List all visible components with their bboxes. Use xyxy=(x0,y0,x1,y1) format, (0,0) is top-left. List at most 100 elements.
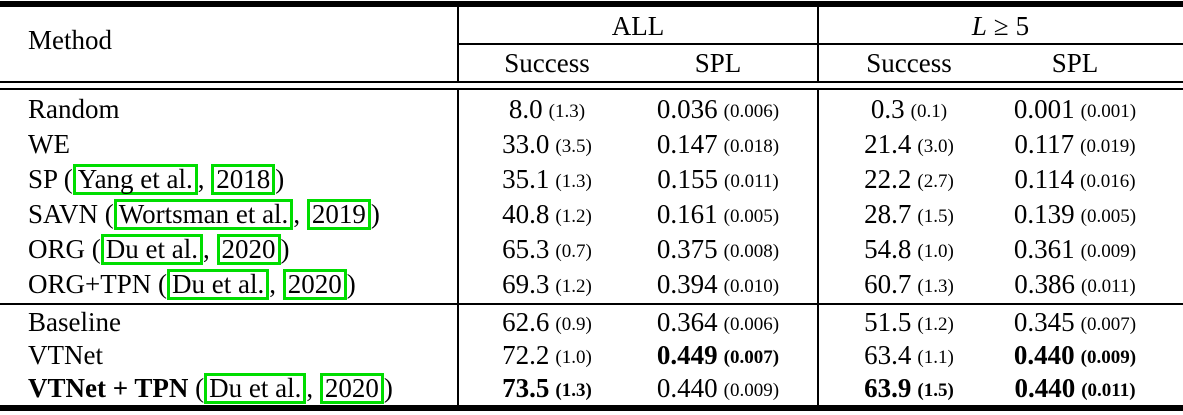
metric-value: 22.2 xyxy=(864,164,912,194)
cell-l5-spl: 0.386 (0.011) xyxy=(1000,271,1150,298)
metric-value: 28.7 xyxy=(864,199,912,229)
column-header-all-success: Success xyxy=(504,47,590,78)
metric-value: 0.345 xyxy=(1013,307,1075,337)
method-cell: VTNet + TPN (Du et al., 2020) xyxy=(0,372,458,405)
header-double-rule-1 xyxy=(0,81,1183,83)
cell-l5-spl: 0.001 (0.001) xyxy=(1000,96,1150,123)
metric-std: (0.010) xyxy=(723,276,780,297)
method-citation: (Yang et al., 2018) xyxy=(57,163,285,196)
method-cell: WE xyxy=(0,131,458,158)
cell-all-success: 72.2 (1.0) xyxy=(458,342,636,369)
metric-value: 0.361 xyxy=(1013,234,1075,264)
table-row: SAVN (Wortsman et al., 2019) 40.8 (1.2) … xyxy=(0,197,1183,232)
cell-l5-success: 63.9 (1.5) xyxy=(818,375,1000,402)
citation-year-link[interactable]: 2019 xyxy=(306,198,371,231)
metric-std: (0.007) xyxy=(1080,314,1137,335)
cell-all-spl: 0.364 (0.006) xyxy=(636,309,800,336)
cell-all-success: 73.5 (1.3) xyxy=(458,375,636,402)
method-cell: ORG+TPN (Du et al., 2020) xyxy=(0,268,458,301)
method-cell: VTNet xyxy=(0,342,458,369)
metric-value: 60.7 xyxy=(864,269,912,299)
metric-value: 0.364 xyxy=(656,307,718,337)
metric-std: (0.7) xyxy=(555,241,592,262)
metric-std: (0.005) xyxy=(1080,206,1137,227)
citation-year-link[interactable]: 2020 xyxy=(319,372,384,405)
metric-value: 0.161 xyxy=(656,199,718,229)
cell-l5-success: 22.2 (2.7) xyxy=(818,166,1000,193)
cell-all-spl: 0.147 (0.018) xyxy=(636,131,800,158)
cell-l5-success: 51.5 (1.2) xyxy=(818,309,1000,336)
method-citation: (Du et al., 2020) xyxy=(188,372,393,405)
math-num-5: 5 xyxy=(1015,11,1030,41)
metric-value: 0.440 xyxy=(1013,340,1075,370)
metric-value: 21.4 xyxy=(864,129,912,159)
math-var-l: L xyxy=(971,11,987,41)
method-name: VTNet + TPN xyxy=(28,372,189,403)
citation-year-link[interactable]: 2020 xyxy=(282,268,347,301)
table-row: SP (Yang et al., 2018) 35.1 (1.3) 0.155 … xyxy=(0,162,1183,197)
citation-authors-link[interactable]: Du et al. xyxy=(167,268,270,301)
cell-l5-success: 0.3 (0.1) xyxy=(818,96,1000,123)
metric-std: (0.011) xyxy=(1081,380,1136,401)
metric-value: 0.394 xyxy=(656,269,718,299)
metric-std: (0.9) xyxy=(555,314,592,335)
citation-authors-link[interactable]: Du et al. xyxy=(204,372,307,405)
cell-l5-success: 63.4 (1.1) xyxy=(818,342,1000,369)
citation-year-link[interactable]: 2018 xyxy=(211,163,276,196)
column-header-method: Method xyxy=(28,24,112,55)
citation-year-link[interactable]: 2020 xyxy=(216,233,281,266)
table-row: ORG+TPN (Du et al., 2020) 69.3 (1.2) 0.3… xyxy=(0,267,1183,302)
metric-std: (1.2) xyxy=(555,206,592,227)
table-row: VTNet + TPN (Du et al., 2020) 73.5 (1.3)… xyxy=(0,372,1183,405)
cell-all-spl: 0.161 (0.005) xyxy=(636,201,800,228)
geq-symbol: ≥ xyxy=(993,11,1009,41)
metric-value: 0.440 xyxy=(1014,373,1076,403)
metric-value: 0.3 xyxy=(870,94,905,124)
metric-std: (1.5) xyxy=(917,380,954,401)
cell-all-success: 65.3 (0.7) xyxy=(458,236,636,263)
citation-authors-link[interactable]: Du et al. xyxy=(100,233,203,266)
metric-value: 40.8 xyxy=(502,199,550,229)
metric-value: 65.3 xyxy=(502,234,550,264)
metric-value: 0.147 xyxy=(656,129,718,159)
metric-std: (1.0) xyxy=(917,241,954,262)
metric-std: (0.019) xyxy=(1080,136,1136,157)
metric-value: 51.5 xyxy=(864,307,912,337)
metric-value: 54.8 xyxy=(864,234,912,264)
metric-std: (3.5) xyxy=(555,136,592,157)
cell-all-spl: 0.449 (0.007) xyxy=(636,342,800,369)
cell-all-spl: 0.375 (0.008) xyxy=(636,236,800,263)
cell-all-spl: 0.440 (0.009) xyxy=(636,375,800,402)
metric-std: (0.009) xyxy=(723,380,780,401)
cell-all-success: 35.1 (1.3) xyxy=(458,166,636,193)
cell-l5-success: 54.8 (1.0) xyxy=(818,236,1000,263)
metric-std: (1.3) xyxy=(555,380,592,401)
metric-value: 62.6 xyxy=(502,307,550,337)
metric-value: 63.4 xyxy=(864,340,912,370)
cell-l5-spl: 0.361 (0.009) xyxy=(1000,236,1150,263)
header-group-rule xyxy=(458,43,1183,45)
metric-value: 33.0 xyxy=(502,129,550,159)
column-header-all-spl: SPL xyxy=(694,47,742,78)
metric-value: 0.449 xyxy=(656,340,718,370)
metric-std: (0.005) xyxy=(723,206,780,227)
vertical-rule-method-all-upper xyxy=(457,7,459,81)
cell-l5-success: 60.7 (1.3) xyxy=(818,271,1000,298)
table-row: WE 33.0 (3.5) 0.147 (0.018) 21.4 (3.0) 0… xyxy=(0,127,1183,162)
metric-std: (0.011) xyxy=(724,171,779,192)
column-group-all: ALL xyxy=(611,11,665,41)
table-row: VTNet 72.2 (1.0) 0.449 (0.007) 63.4 (1.1… xyxy=(0,339,1183,372)
metric-value: 72.2 xyxy=(502,340,550,370)
citation-authors-link[interactable]: Wortsman et al. xyxy=(113,198,294,231)
metric-std: (1.3) xyxy=(917,276,954,297)
cell-all-success: 40.8 (1.2) xyxy=(458,201,636,228)
table-bottom-rule xyxy=(0,405,1183,411)
cell-l5-success: 28.7 (1.5) xyxy=(818,201,1000,228)
cell-l5-success: 21.4 (3.0) xyxy=(818,131,1000,158)
cell-all-success: 69.3 (1.2) xyxy=(458,271,636,298)
metric-value: 0.117 xyxy=(1014,129,1075,159)
metric-value: 0.114 xyxy=(1014,164,1075,194)
citation-authors-link[interactable]: Yang et al. xyxy=(72,163,198,196)
method-name: Random xyxy=(28,94,120,124)
metric-value: 0.440 xyxy=(656,373,718,403)
